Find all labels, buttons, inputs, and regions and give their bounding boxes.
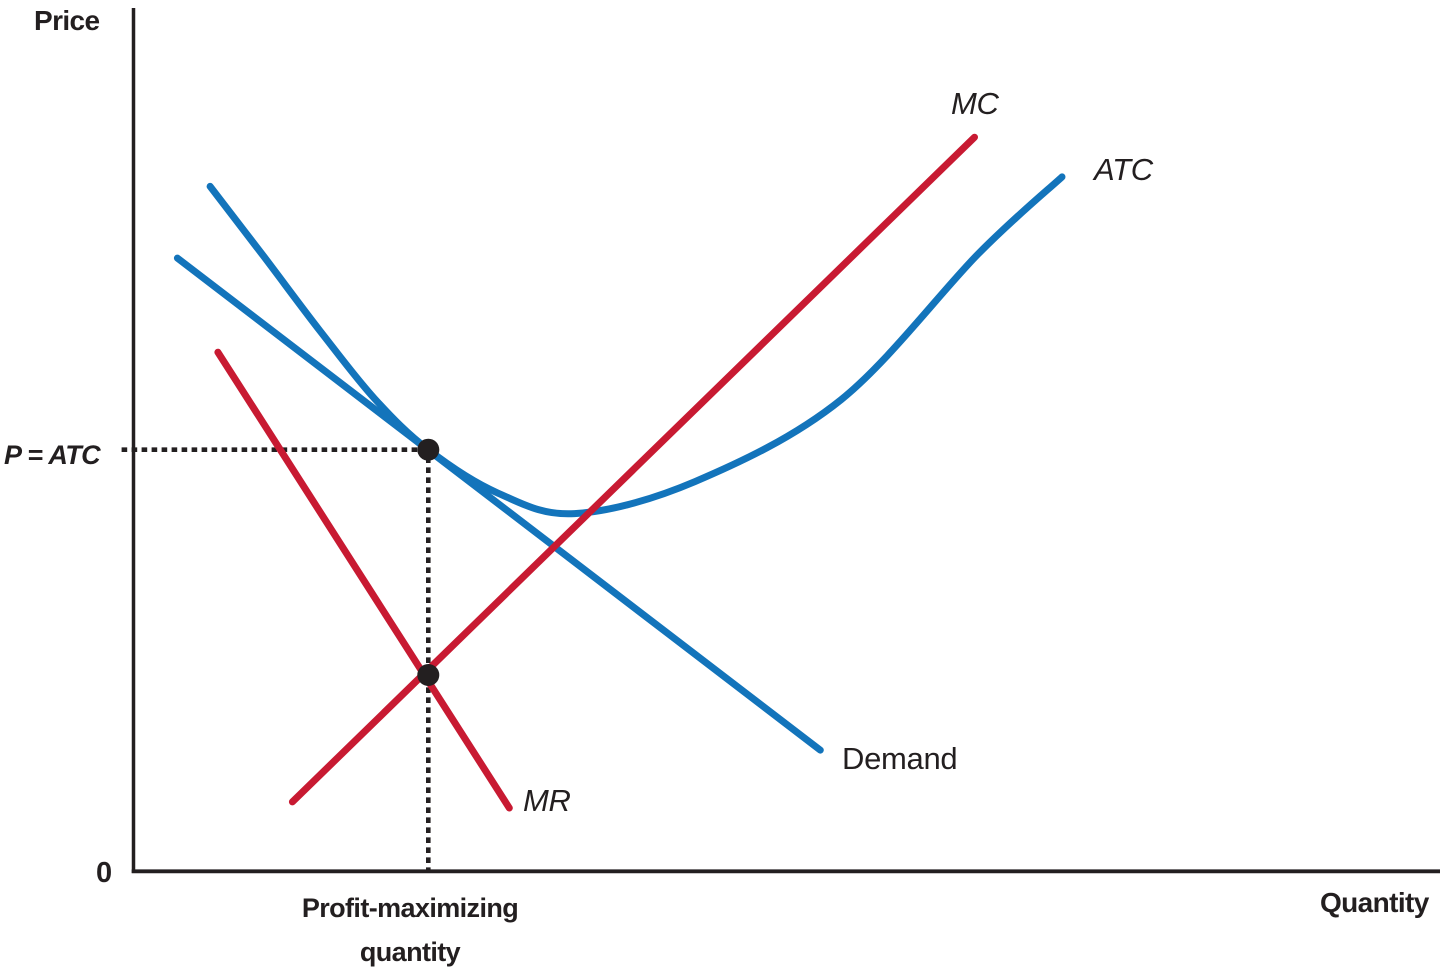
price-annotation: P = ATC: [4, 440, 101, 470]
x-axis-title: Quantity: [1320, 887, 1430, 918]
curve-label-mc: MC: [951, 86, 1000, 121]
curve-mc: [288, 133, 978, 806]
curve-label-atc: ATC: [1092, 152, 1154, 187]
markers-layer: [417, 438, 440, 686]
guides-layer: [121, 447, 431, 882]
curve-demand: [173, 254, 824, 754]
mr-mc-intersection-point: [417, 664, 440, 686]
tangency-point: [417, 438, 440, 461]
curve-label-mr: MR: [523, 783, 571, 818]
profit-max-label-line1: Profit-maximizing: [302, 893, 518, 923]
curve-mr: [214, 348, 513, 812]
curve-label-demand: Demand: [842, 741, 957, 776]
curves-layer: [173, 133, 1066, 812]
origin-label: 0: [96, 857, 112, 889]
y-axis-title: Price: [34, 5, 100, 36]
curve-atc: [206, 173, 1066, 518]
profit-max-label-line2: quantity: [360, 937, 461, 967]
